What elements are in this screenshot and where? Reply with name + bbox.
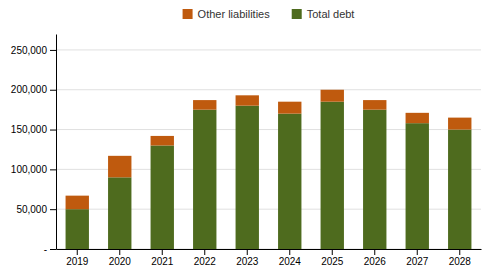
x-tick-label: 2020 [109, 256, 132, 267]
bars [66, 90, 472, 249]
y-tick-label: 100,000 [11, 164, 48, 175]
bar [151, 136, 174, 146]
x-tick-label: 2021 [151, 256, 174, 267]
x-axis: 2019 2020 2021 2022 2023 2024 2025 2026 2027 2028 [57, 249, 482, 267]
y-tick-label: 50,000 [16, 204, 47, 215]
grid [56, 50, 481, 249]
x-tick-mark [459, 249, 460, 255]
bar [448, 130, 471, 249]
bar [66, 209, 89, 249]
bar [193, 100, 216, 110]
bar [278, 114, 301, 249]
y-tick-mark [50, 249, 56, 250]
bar [406, 113, 429, 123]
bar [108, 156, 131, 178]
y-axis: - 50,000 100,000 150,000 200,000 250,000 [11, 35, 57, 255]
y-tick-label: - [44, 244, 47, 255]
bar [236, 95, 259, 105]
y-tick: 200,000 [11, 84, 56, 95]
bar [66, 196, 89, 210]
x-tick-mark [204, 249, 205, 255]
legend-label: Other liabilities [198, 8, 271, 20]
x-tick: 2020 [109, 249, 132, 267]
legend: Other liabilities Total debt [183, 8, 355, 20]
y-tick: - [44, 244, 56, 255]
bar [406, 123, 429, 249]
y-tick-label: 250,000 [11, 45, 48, 56]
grid-line [56, 49, 481, 50]
x-tick-label: 2026 [364, 256, 387, 267]
x-tick-label: 2022 [194, 256, 217, 267]
x-tick-label: 2023 [236, 256, 259, 267]
legend-swatch [292, 9, 302, 19]
x-tick: 2028 [449, 249, 472, 267]
x-tick: 2025 [321, 249, 344, 267]
x-tick-label: 2027 [406, 256, 429, 267]
x-tick-label: 2028 [449, 256, 472, 267]
legend-item: Total debt [292, 8, 355, 20]
x-tick: 2027 [406, 249, 429, 267]
bar [193, 110, 216, 249]
x-tick-mark [162, 249, 163, 255]
bar [363, 110, 386, 249]
x-tick: 2019 [66, 249, 89, 267]
grid-line [56, 89, 481, 90]
y-tick-label: 200,000 [11, 84, 48, 95]
x-tick-mark [77, 249, 78, 255]
x-tick-label: 2019 [66, 256, 89, 267]
bar [278, 102, 301, 114]
x-tick: 2021 [151, 249, 174, 267]
y-tick-mark [50, 209, 56, 210]
bar [321, 102, 344, 249]
x-tick-mark [289, 249, 290, 255]
x-tick: 2024 [279, 249, 302, 267]
y-tick: 250,000 [11, 45, 56, 56]
y-axis-line [56, 35, 57, 250]
x-tick-label: 2025 [321, 256, 344, 267]
bar [151, 145, 174, 249]
x-tick-mark [374, 249, 375, 255]
bar [108, 177, 131, 249]
legend-label: Total debt [307, 8, 355, 20]
plot: -50,000100,000150,000200,000250,00020192… [11, 35, 482, 268]
y-tick: 50,000 [16, 204, 56, 215]
x-tick-mark [332, 249, 333, 255]
y-tick: 100,000 [11, 164, 56, 175]
bar [236, 106, 259, 249]
y-tick-mark [50, 50, 56, 51]
series [66, 90, 472, 209]
x-tick-mark [119, 249, 120, 255]
bar [448, 118, 471, 130]
y-tick-label: 150,000 [11, 124, 48, 135]
legend-swatch [183, 9, 193, 19]
bar [321, 90, 344, 102]
x-tick-mark [247, 249, 248, 255]
x-tick: 2023 [236, 249, 259, 267]
series [66, 102, 472, 249]
bar [363, 100, 386, 110]
chart: -50,000100,000150,000200,000250,00020192… [0, 0, 493, 273]
y-tick-mark [50, 169, 56, 170]
y-tick-mark [50, 90, 56, 91]
y-tick: 150,000 [11, 124, 56, 135]
x-tick: 2022 [194, 249, 217, 267]
x-tick: 2026 [364, 249, 387, 267]
x-tick-mark [417, 249, 418, 255]
y-tick-mark [50, 130, 56, 131]
x-tick-label: 2024 [279, 256, 302, 267]
legend-item: Other liabilities [183, 8, 271, 20]
